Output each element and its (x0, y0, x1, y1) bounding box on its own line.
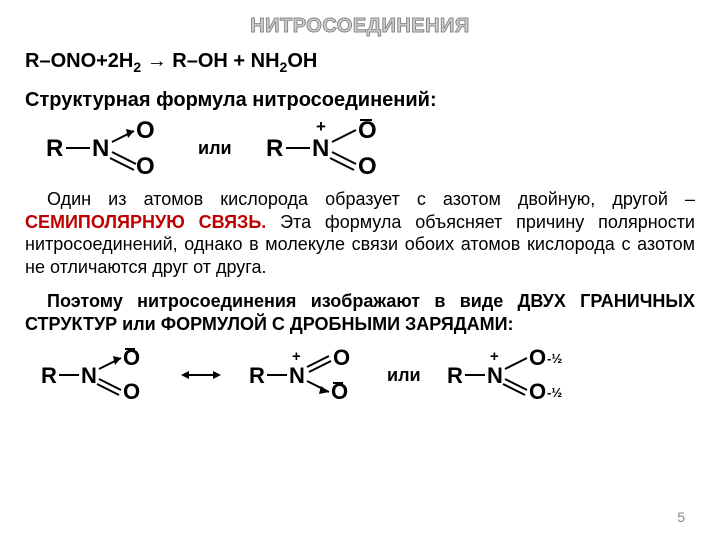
svg-text:N: N (92, 135, 109, 162)
svg-text:O: O (358, 118, 377, 144)
paragraph-1: Один из атомов кислорода образует с азот… (25, 188, 695, 278)
semipolar-bond-term: СЕМИПОЛЯРНУЮ СВЯЗЬ. (25, 212, 266, 232)
eq-part-a: R–ONO+2H (25, 50, 133, 72)
eq-part-c: → R–OH + NH (141, 50, 279, 72)
eq-sub-b: 2 (133, 59, 141, 75)
svg-text:O: O (123, 379, 140, 403)
page-title: НИТРОСОЕДИНЕНИЯ (25, 15, 695, 38)
svg-text:N: N (312, 135, 329, 162)
resonance-arrow-icon (179, 365, 223, 385)
structure-neutral: R N O O (40, 118, 170, 178)
or-label-1: или (198, 138, 232, 159)
svg-text:O: O (529, 347, 546, 370)
svg-text:N: N (487, 363, 503, 388)
svg-text:+: + (490, 348, 499, 365)
fractional-charge-structure: R N + O -½ O -½ (443, 347, 593, 403)
structure-charged: R N + O O (260, 118, 410, 178)
svg-text:R: R (46, 135, 63, 162)
svg-text:O: O (123, 347, 140, 370)
svg-text:O: O (136, 153, 155, 178)
svg-text:N: N (81, 363, 97, 388)
svg-text:-½: -½ (547, 385, 562, 400)
svg-text:O: O (136, 118, 155, 144)
svg-text:+: + (316, 118, 326, 136)
resonance-structure-1: R N O O (37, 347, 157, 403)
svg-text:R: R (41, 363, 57, 388)
resonance-structure-2: R N + O O (245, 347, 365, 403)
eq-part-e: OH (287, 50, 317, 72)
svg-text:N: N (289, 363, 305, 388)
svg-text:+: + (292, 348, 301, 365)
para2-text: Поэтому нитросоединения изображают в вид… (25, 291, 695, 334)
svg-text:R: R (249, 363, 265, 388)
reaction-equation: R–ONO+2H2 → R–OH + NH2OH (25, 50, 695, 75)
svg-text:O: O (333, 347, 350, 370)
structure-row-bottom: R N O O R N + O O (37, 347, 695, 403)
or-label-2: или (387, 365, 421, 386)
svg-text:O: O (529, 379, 546, 403)
para1-part1: Один из атомов кислорода образует с азот… (47, 189, 695, 209)
svg-text:O: O (358, 153, 377, 178)
paragraph-2: Поэтому нитросоединения изображают в вид… (25, 290, 695, 335)
svg-text:R: R (447, 363, 463, 388)
page-number: 5 (677, 509, 685, 525)
structural-subheading: Структурная формула нитросоединений: (25, 89, 695, 112)
structure-row-top: R N O O или R N + O O (40, 118, 695, 178)
svg-text:-½: -½ (547, 351, 562, 366)
svg-text:R: R (266, 135, 283, 162)
